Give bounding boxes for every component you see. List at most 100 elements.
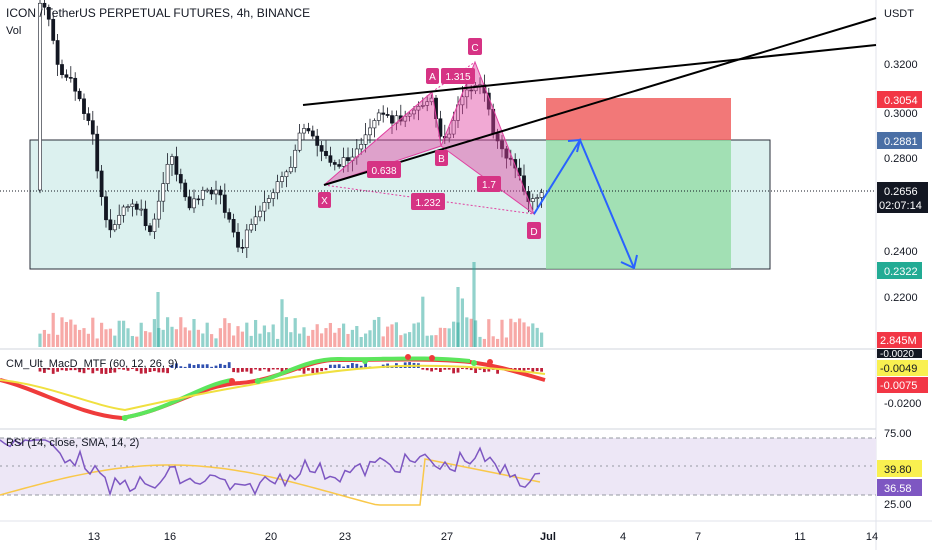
- macd-histogram-bar: [355, 363, 359, 368]
- rsi-badge: 36.58: [877, 479, 922, 496]
- svg-text:X: X: [321, 196, 328, 207]
- pattern-ac-line: [431, 61, 476, 93]
- macd-histogram-bar: [122, 368, 125, 370]
- volume-bar: [337, 328, 341, 347]
- macd-histogram-bar: [219, 363, 222, 368]
- macd-histogram-bar: [144, 368, 147, 374]
- volume-bar: [135, 336, 139, 347]
- volume-bar: [258, 333, 262, 347]
- volume-bar: [122, 320, 126, 347]
- upper-trendline[interactable]: [302, 44, 877, 106]
- volume-bar: [38, 333, 42, 347]
- candles-group: [38, 0, 544, 258]
- volume-bar: [218, 328, 222, 347]
- macd-histogram-bar: [205, 364, 209, 368]
- svg-text:-0.0049: -0.0049: [880, 363, 917, 375]
- macd-top-badge: -0.0020: [877, 349, 922, 360]
- volume-bar: [364, 333, 368, 347]
- svg-text:-0.0075: -0.0075: [880, 380, 917, 392]
- stop-zone[interactable]: [546, 98, 731, 140]
- volume-bar: [73, 324, 77, 347]
- macd-histogram-bar: [307, 368, 310, 371]
- volume-bar: [276, 338, 280, 347]
- volume-bar: [460, 298, 464, 347]
- macd-histogram-bar: [183, 366, 187, 368]
- volume-bar: [500, 319, 504, 347]
- candle-body: [464, 89, 469, 98]
- rsi-ma-badge: 39.80: [877, 460, 922, 477]
- volume-bar: [262, 325, 266, 347]
- candle-body: [196, 198, 201, 201]
- candle-body: [302, 128, 306, 134]
- candle-body: [447, 133, 452, 139]
- macd-histogram-bar: [531, 368, 535, 373]
- macd-histogram-bar: [192, 365, 196, 368]
- volume-bar: [342, 323, 346, 347]
- volume-bar: [472, 262, 476, 347]
- macd-histogram-bar: [95, 368, 99, 371]
- volume-bar: [47, 333, 51, 347]
- volume-bar: [386, 326, 390, 347]
- macd-histogram-bar: [82, 368, 86, 374]
- price-tick: 0.3000: [884, 108, 918, 120]
- macd-histogram-bar: [87, 368, 90, 370]
- candle-body: [108, 219, 113, 231]
- svg-text:B: B: [438, 154, 445, 165]
- candle-body: [359, 144, 364, 150]
- volume-bar: [91, 317, 95, 347]
- rsi-indicator-label[interactable]: RSI (14, close, SMA, 14, 2): [6, 437, 140, 449]
- price-tick: 0.2800: [884, 153, 918, 165]
- volume-bar: [69, 319, 73, 347]
- volume-bar: [56, 334, 60, 347]
- projection-arrowhead-up: [567, 138, 582, 153]
- volume-bar: [227, 323, 231, 347]
- macd-histogram-bar: [100, 368, 103, 374]
- pattern-label-b: B: [435, 150, 448, 166]
- volume-bar: [192, 319, 196, 347]
- macd-histogram-bar: [522, 368, 526, 371]
- lower-trendline[interactable]: [323, 17, 877, 186]
- candle-body: [535, 197, 540, 199]
- macd-indicator-label[interactable]: CM_Ult_MacD_MTF (60, 12, 26, 9): [6, 358, 178, 370]
- volume-bar: [64, 321, 68, 347]
- macd-histogram-bar: [188, 363, 191, 368]
- macd-signal-line: [0, 364, 546, 412]
- target-zone[interactable]: [546, 140, 731, 269]
- macd-histogram-bar: [201, 364, 205, 368]
- candle-body: [280, 176, 284, 182]
- price-tick: 0.3200: [884, 59, 918, 71]
- volume-bar: [377, 317, 381, 347]
- candle-body: [266, 198, 271, 203]
- macd-histogram-bar: [333, 364, 337, 368]
- candle-body: [530, 198, 535, 202]
- macd-histogram-bar: [474, 368, 477, 374]
- svg-text:0.638: 0.638: [371, 166, 396, 177]
- macd-histogram-bar: [337, 364, 341, 368]
- volume-bar: [267, 332, 271, 347]
- svg-text:0.2881: 0.2881: [884, 136, 918, 148]
- candle-body: [77, 90, 82, 100]
- volume-bar: [328, 322, 332, 347]
- volume-label: Vol: [6, 25, 22, 37]
- candle-body: [315, 135, 320, 146]
- candle-body: [95, 133, 100, 172]
- candle-body: [412, 109, 416, 115]
- volume-bar: [280, 299, 284, 347]
- volume-bar: [95, 338, 99, 347]
- macd-histogram-bar: [465, 368, 469, 370]
- macd-histogram-bar: [153, 368, 156, 372]
- svg-text:02:07:14: 02:07:14: [879, 200, 922, 212]
- volume-bar: [465, 317, 469, 347]
- svg-text:1.232: 1.232: [415, 198, 440, 209]
- macd-histogram-bar: [302, 368, 306, 374]
- entry-price-badge: 0.2881: [877, 132, 922, 149]
- target-price-badge: 0.2322: [877, 262, 922, 279]
- macd-histogram-bar: [65, 368, 68, 371]
- macd-histogram-bar: [540, 368, 543, 372]
- symbol-title[interactable]: ICON / TetherUS PERPETUAL FUTURES, 4h, B…: [6, 6, 311, 20]
- macd-histogram-bar: [38, 368, 42, 372]
- candle-body: [390, 115, 394, 124]
- macd-histogram-bar: [487, 368, 491, 372]
- candle-body: [306, 128, 311, 132]
